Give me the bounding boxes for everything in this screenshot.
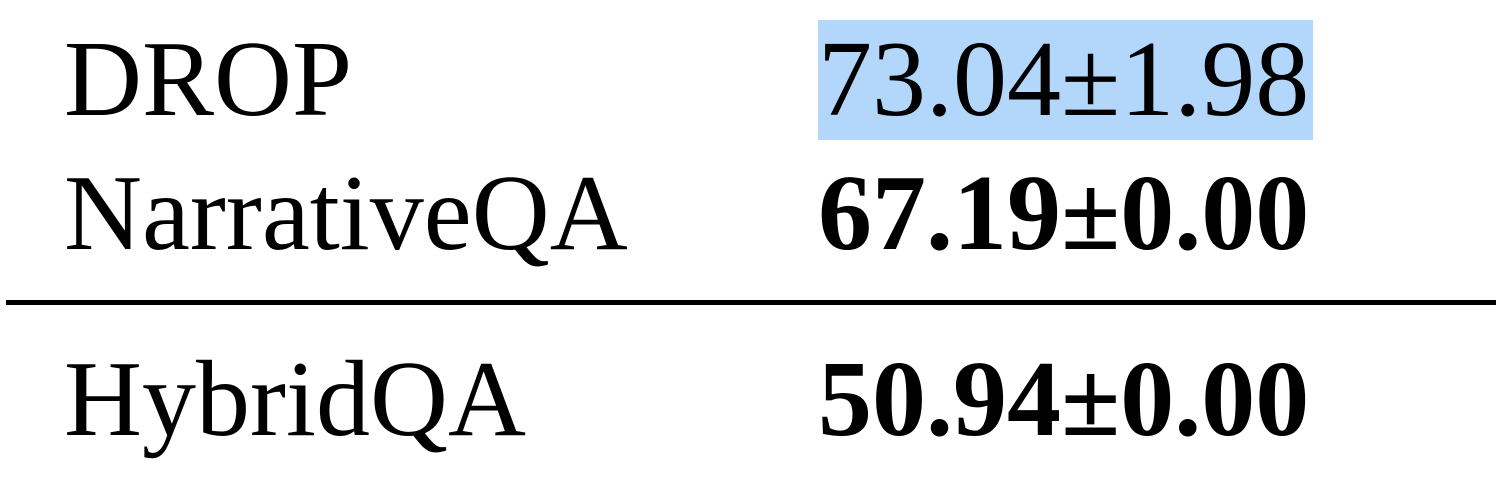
dataset-name: NarrativeQA [64, 154, 628, 273]
score-value: 50.94±0.00 [818, 340, 1310, 459]
table-row: DROP 73.04±1.98 [0, 20, 1496, 140]
table-divider-rule [6, 300, 1496, 305]
score-value-selected[interactable]: 73.04±1.98 [818, 20, 1314, 140]
table-row: HybridQA 50.94±0.00 [0, 340, 1496, 460]
table-row: NarrativeQA 67.19±0.00 [0, 154, 1496, 274]
dataset-name: DROP [64, 20, 353, 139]
score-value: 67.19±0.00 [818, 154, 1310, 273]
dataset-name: HybridQA [64, 340, 526, 459]
